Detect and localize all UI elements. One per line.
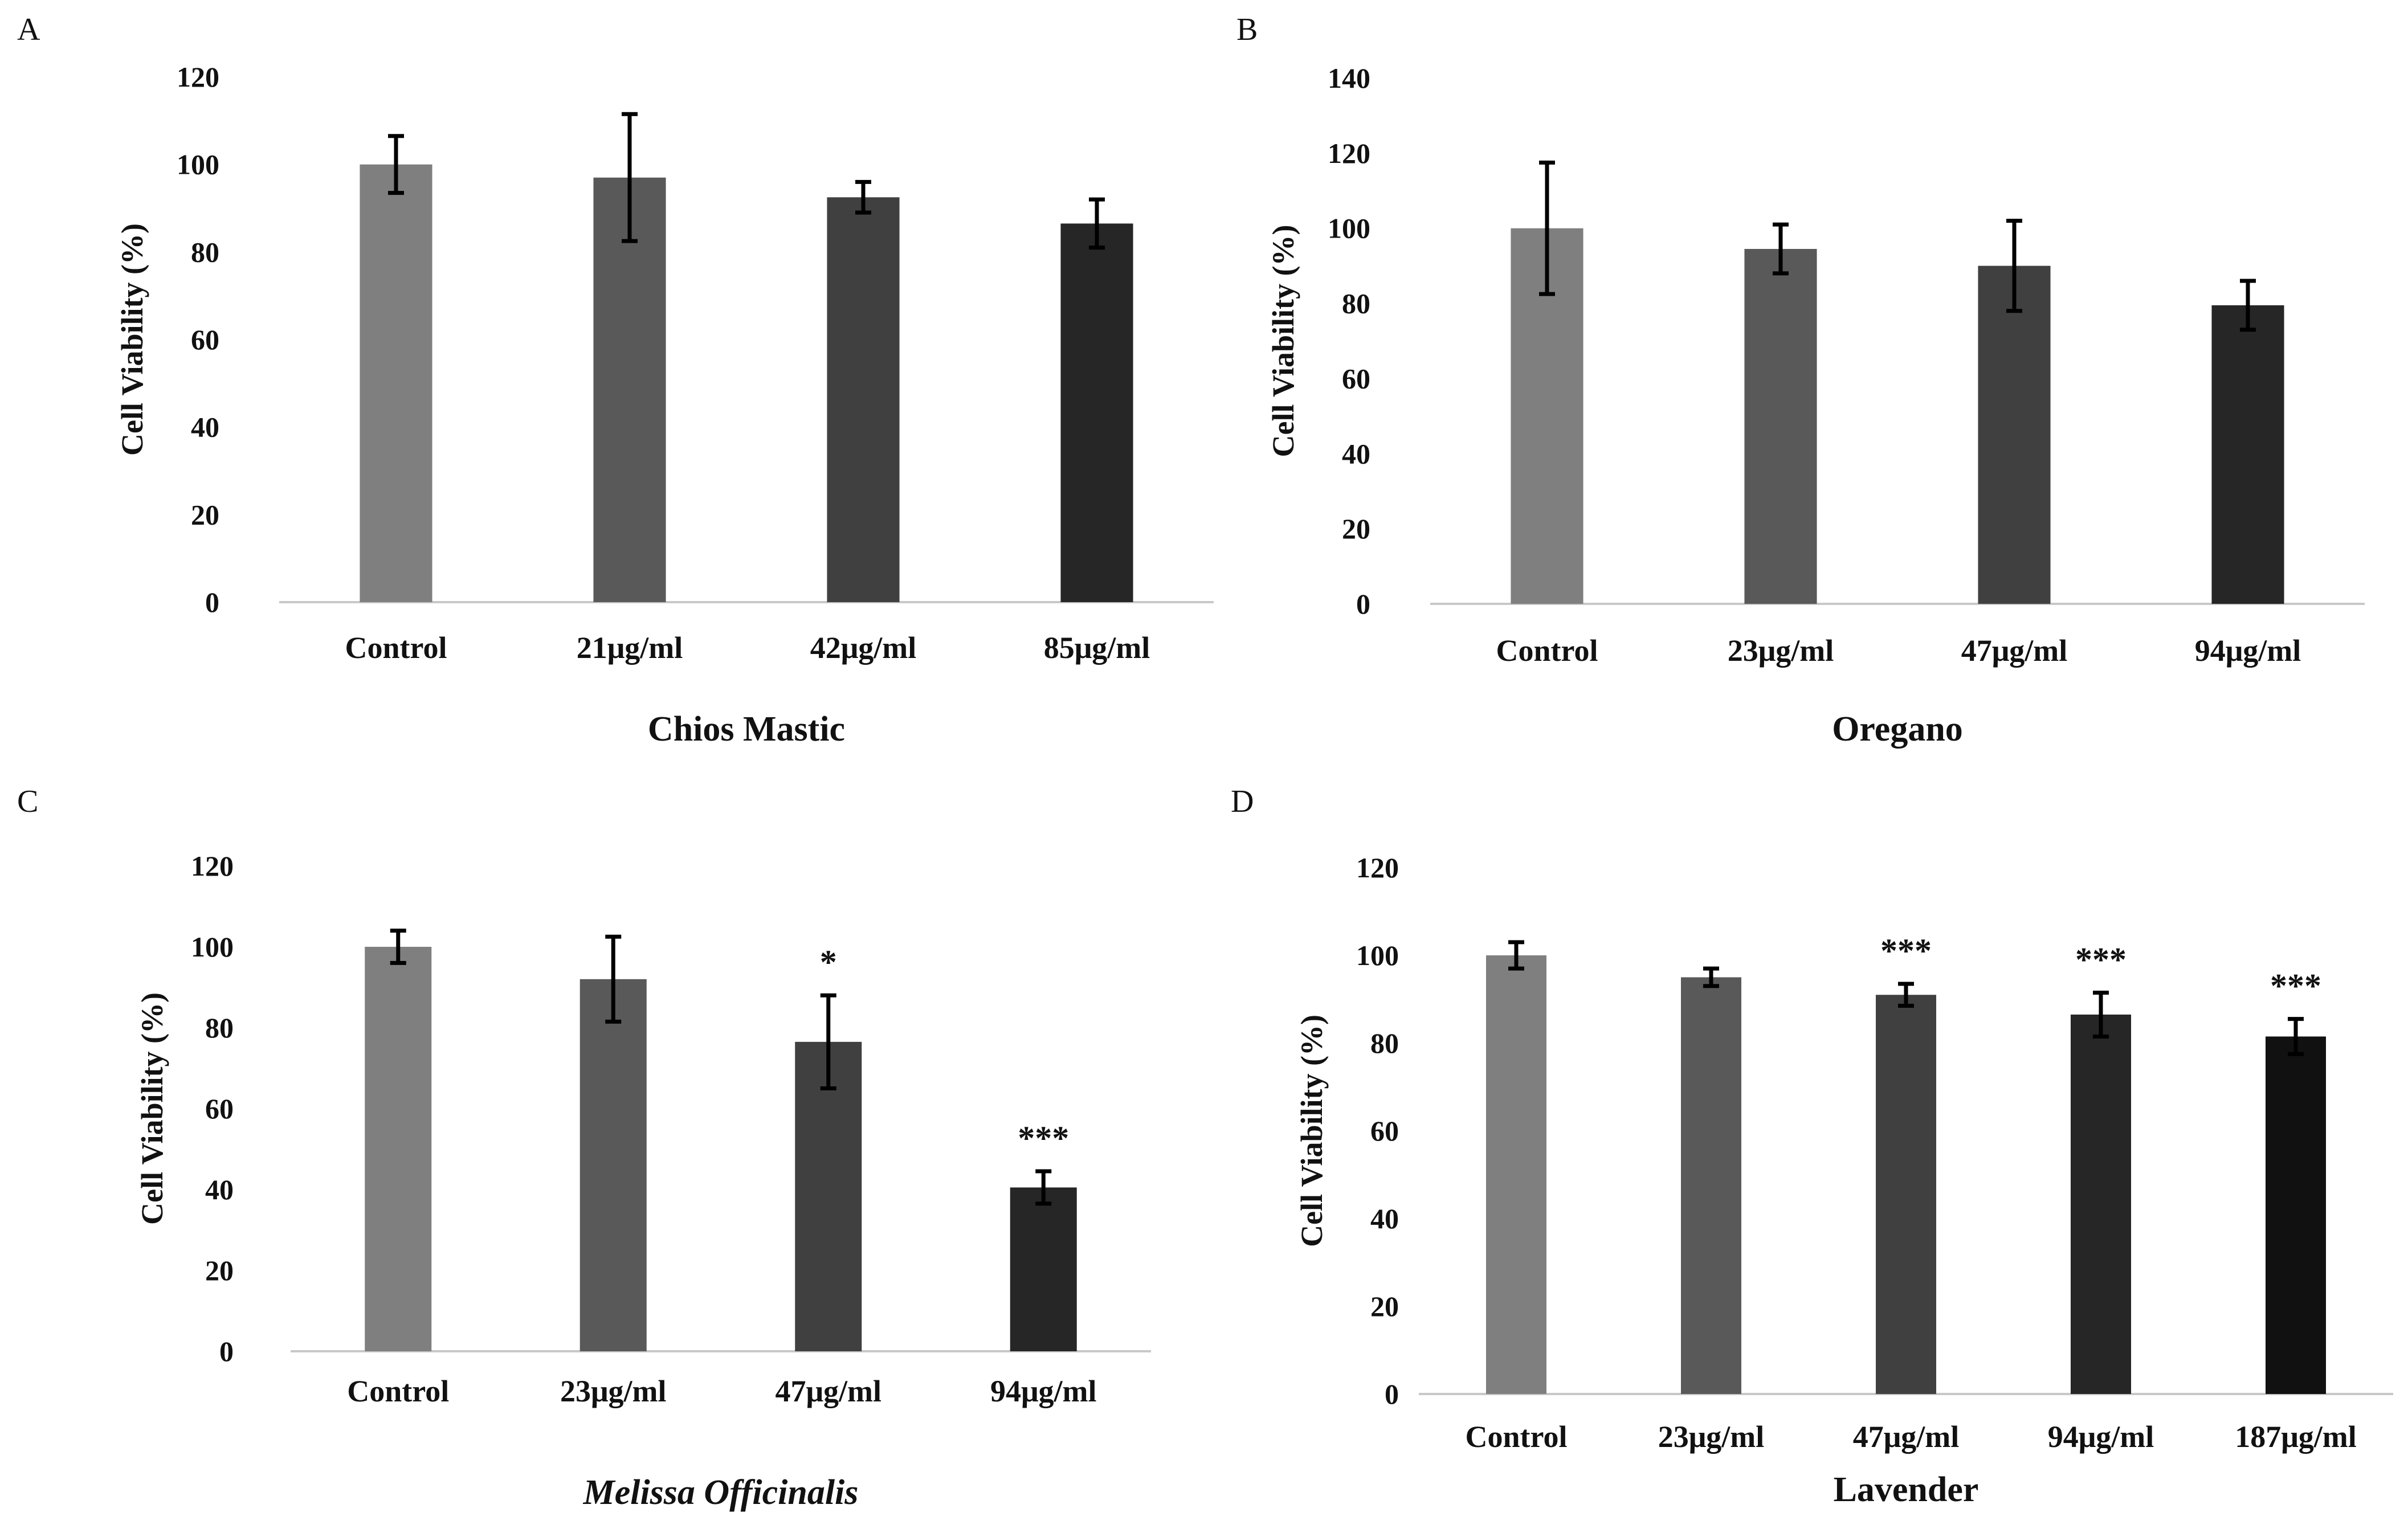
y-tick-label: 40 xyxy=(205,1174,234,1205)
y-axis-label: Cell Viability (%) xyxy=(1295,1015,1329,1247)
category-label: Control xyxy=(347,1374,449,1408)
category-label: 187μg/ml xyxy=(2235,1420,2357,1454)
bar xyxy=(1060,223,1133,602)
category-label: Control xyxy=(1465,1420,1567,1454)
panel-a-chart: A 0 20 40 60 80 100 120 Cell Viability (%) Contro… xyxy=(17,12,1214,749)
panel-letter: B xyxy=(1236,12,1258,47)
category-label: 47μg/ml xyxy=(775,1374,881,1408)
y-tick-label: 60 xyxy=(1342,362,1370,394)
bar xyxy=(365,947,432,1351)
category-label: 94μg/ml xyxy=(2195,633,2301,668)
bar xyxy=(1485,955,1547,1394)
y-tick-label: 60 xyxy=(1370,1115,1399,1147)
y-tick-label: 120 xyxy=(191,850,234,882)
significance-marker: *** xyxy=(1018,1119,1069,1157)
y-tick-label: 60 xyxy=(205,1093,234,1125)
panel-c-chart: C 0 20 40 60 80 100 120 Cell Viability (%) Contro… xyxy=(17,784,1151,1512)
y-tick-label: 0 xyxy=(1356,588,1370,620)
y-tick-label: 100 xyxy=(1356,939,1399,971)
y-tick-label: 0 xyxy=(219,1335,234,1367)
y-tick-label: 120 xyxy=(1328,137,1370,169)
y-tick-label: 100 xyxy=(177,149,219,181)
bar xyxy=(827,197,900,603)
bar xyxy=(2265,1036,2327,1394)
bar xyxy=(1010,1187,1077,1351)
significance-marker: *** xyxy=(1880,932,1932,970)
x-axis-label: Oregano xyxy=(1832,710,1963,749)
y-tick-label: 80 xyxy=(1342,288,1370,320)
bar xyxy=(1978,265,2051,604)
panel-letter: C xyxy=(17,784,38,819)
x-axis-label: Chios Mastic xyxy=(648,710,845,749)
y-tick-label: 100 xyxy=(1328,212,1370,244)
y-tick-label: 140 xyxy=(1328,62,1370,94)
panel-letter: D xyxy=(1231,784,1254,819)
bar xyxy=(2070,1014,2132,1394)
y-tick-label: 80 xyxy=(205,1012,234,1044)
significance-marker: * xyxy=(820,943,837,981)
significance-marker: *** xyxy=(2270,967,2321,1005)
category-label: 94μg/ml xyxy=(2048,1420,2154,1454)
bar xyxy=(1744,248,1817,604)
bar xyxy=(795,1041,862,1351)
y-tick-label: 40 xyxy=(1342,438,1370,469)
significance-marker: *** xyxy=(2075,941,2127,978)
x-axis-label: Lavender xyxy=(1834,1470,1979,1509)
y-tick-label: 40 xyxy=(1370,1203,1399,1234)
panel-b-chart: B 0 20 40 60 80 100 120 140 Cell Viability (%) Con… xyxy=(1236,12,2365,749)
category-label: 21μg/ml xyxy=(577,631,683,665)
y-tick-label: 20 xyxy=(191,498,219,530)
category-label: 85μg/ml xyxy=(1044,631,1150,665)
y-tick-label: 40 xyxy=(191,411,219,443)
category-label: 94μg/ml xyxy=(990,1374,1097,1408)
y-tick-label: 80 xyxy=(191,236,219,268)
y-tick-label: 0 xyxy=(1385,1378,1399,1410)
bar xyxy=(1680,977,1742,1394)
x-axis-label: Melissa Officinalis xyxy=(583,1473,859,1512)
bar xyxy=(360,164,432,603)
category-label: 42μg/ml xyxy=(810,631,917,665)
bar xyxy=(593,177,666,602)
y-tick-label: 120 xyxy=(1356,852,1399,884)
y-tick-label: 20 xyxy=(1342,513,1370,545)
y-tick-label: 80 xyxy=(1370,1027,1399,1059)
bar xyxy=(1875,995,1937,1394)
y-axis-label: Cell Viability (%) xyxy=(135,992,169,1225)
y-axis-label: Cell Viability (%) xyxy=(1266,225,1300,457)
y-tick-label: 100 xyxy=(191,931,234,963)
panel-letter: A xyxy=(17,12,40,47)
y-tick-label: 20 xyxy=(205,1254,234,1286)
y-axis-label: Cell Viability (%) xyxy=(115,223,149,456)
category-label: 23μg/ml xyxy=(1728,633,1834,668)
category-label: 47μg/ml xyxy=(1853,1420,1960,1454)
category-label: Control xyxy=(1496,633,1598,668)
y-tick-label: 0 xyxy=(205,586,219,618)
y-tick-label: 60 xyxy=(191,324,219,355)
bar xyxy=(2211,305,2284,604)
bar xyxy=(579,979,647,1351)
panel-d-chart: D 0 20 40 60 80 100 120 Cell Viability (%) Contro… xyxy=(1231,784,2393,1509)
category-label: Control xyxy=(345,631,447,665)
category-label: 47μg/ml xyxy=(1961,633,2068,668)
y-tick-label: 120 xyxy=(177,61,219,93)
category-label: 23μg/ml xyxy=(560,1374,667,1408)
category-label: 23μg/ml xyxy=(1658,1420,1765,1454)
y-tick-label: 20 xyxy=(1370,1290,1399,1322)
